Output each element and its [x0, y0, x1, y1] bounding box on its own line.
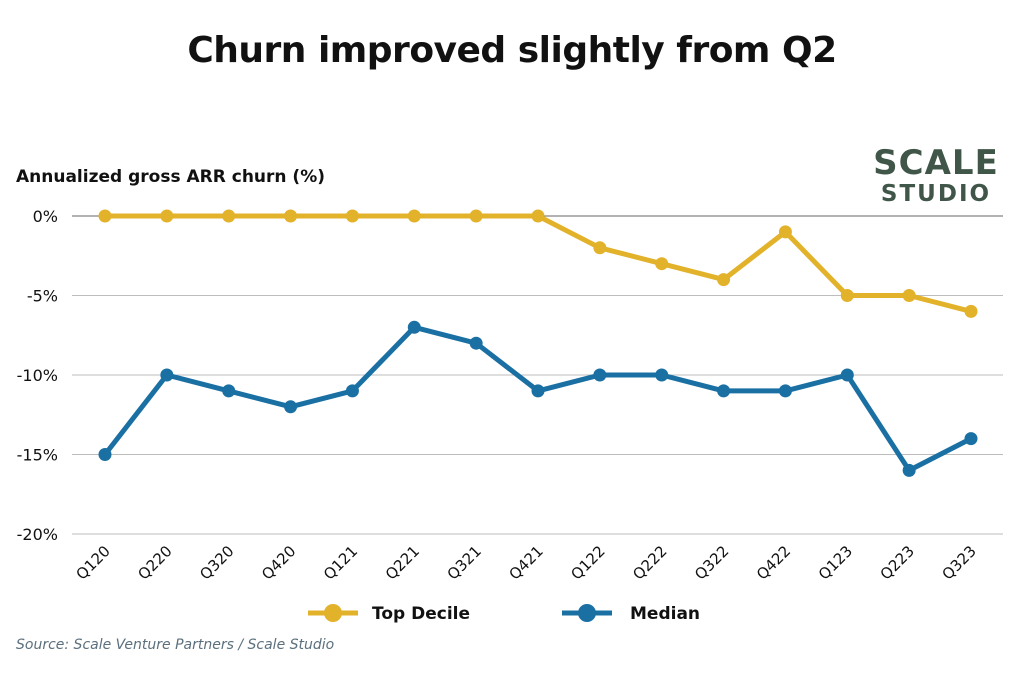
data-point	[902, 289, 916, 302]
data-point	[840, 289, 854, 302]
data-point	[407, 209, 421, 223]
x-tick-label: Q322	[691, 542, 732, 583]
series-top-decile	[98, 209, 978, 318]
data-point	[778, 225, 792, 239]
data-point	[284, 209, 298, 223]
data-point	[160, 209, 174, 223]
data-point	[98, 209, 112, 223]
legend-item: Top Decile	[308, 604, 470, 624]
series-lines	[98, 209, 978, 477]
data-point	[840, 368, 854, 382]
data-point	[531, 384, 545, 398]
data-point	[345, 209, 359, 223]
legend: Top Decile Median	[308, 604, 700, 624]
data-point	[593, 368, 607, 382]
series-median	[98, 320, 978, 477]
data-point	[222, 209, 236, 223]
data-point	[469, 336, 483, 350]
data-point	[964, 432, 978, 446]
x-tick-label: Q422	[753, 542, 794, 583]
data-point	[407, 320, 421, 334]
x-tick-label: Q420	[258, 542, 299, 583]
y-axis-label: Annualized gross ARR churn (%)	[16, 167, 326, 187]
y-tick-label: -15%	[17, 446, 58, 465]
legend-swatch-marker	[324, 604, 342, 622]
source-note: Source: Scale Venture Partners / Scale S…	[16, 637, 335, 653]
data-point	[284, 400, 298, 414]
data-point	[655, 257, 669, 271]
y-tick-label: -10%	[17, 366, 58, 385]
logo-line-1: SCALE	[873, 143, 999, 183]
data-point	[160, 368, 174, 382]
data-point	[593, 241, 607, 255]
data-point	[531, 209, 545, 223]
data-point	[902, 463, 916, 477]
x-tick-label: Q122	[567, 542, 608, 583]
gridlines	[72, 215, 1003, 535]
data-point	[717, 384, 731, 398]
x-tick-label: Q123	[815, 542, 856, 583]
data-point	[655, 368, 669, 382]
data-point	[469, 209, 483, 223]
x-tick-label: Q321	[444, 542, 485, 583]
y-tick-labels: 0% -5% -10% -15% -20%	[17, 207, 58, 544]
x-tick-label: Q421	[506, 542, 547, 583]
legend-label: Median	[630, 604, 700, 624]
x-tick-label: Q323	[939, 542, 980, 583]
legend-swatch-marker	[578, 604, 596, 622]
y-tick-label: -20%	[17, 525, 58, 544]
x-tick-label: Q221	[382, 542, 423, 583]
x-tick-label: Q320	[196, 542, 237, 583]
y-tick-label: 0%	[33, 207, 58, 226]
y-tick-label: -5%	[27, 287, 58, 306]
scale-studio-logo: SCALE STUDIO	[866, 146, 1006, 206]
x-tick-label: Q223	[877, 542, 918, 583]
legend-item: Median	[562, 604, 700, 624]
data-point	[717, 273, 731, 287]
x-tick-label: Q121	[320, 542, 361, 583]
series-line	[102, 324, 974, 473]
data-point	[98, 448, 112, 461]
x-tick-label: Q120	[73, 542, 114, 583]
x-tick-label: Q222	[629, 542, 670, 583]
data-point	[345, 384, 359, 398]
x-tick-labels: Q120 Q220 Q320 Q420 Q121 Q221 Q321 Q421 Q122 Q222…	[73, 542, 980, 583]
chart-title: Churn improved slightly from Q2	[187, 30, 837, 71]
data-point	[222, 384, 236, 398]
data-point	[964, 304, 978, 318]
x-tick-label: Q220	[134, 542, 175, 583]
logo-line-2: STUDIO	[880, 181, 992, 207]
legend-label: Top Decile	[372, 604, 470, 624]
data-point	[778, 384, 792, 398]
